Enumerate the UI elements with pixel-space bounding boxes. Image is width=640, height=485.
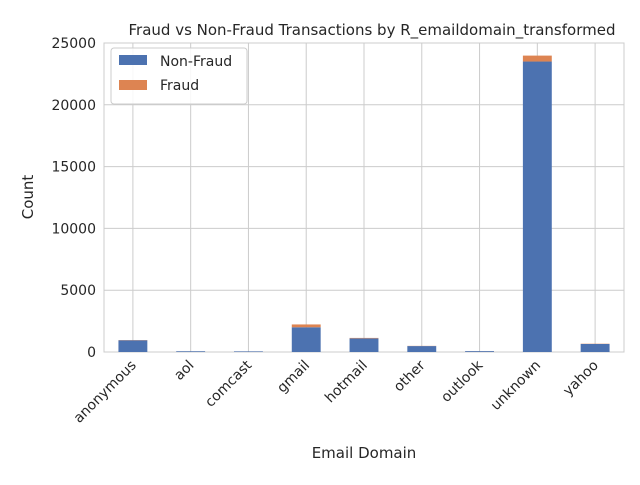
- y-tick-label: 0: [87, 345, 96, 361]
- x-axis-title: Email Domain: [312, 444, 417, 462]
- legend-swatch-non-fraud: [119, 55, 147, 65]
- bar-fraud-gmail: [292, 324, 321, 327]
- y-tick-label: 20000: [51, 98, 96, 114]
- legend-swatch-fraud: [119, 80, 147, 90]
- bar-non-fraud-outlook: [465, 351, 494, 352]
- y-tick-label: 5000: [60, 283, 96, 299]
- y-tick-label: 25000: [51, 36, 96, 52]
- bar-non-fraud-other: [407, 346, 436, 352]
- x-tick-label-comcast: comcast: [202, 357, 255, 410]
- y-tick-label: 10000: [51, 221, 96, 237]
- x-tick-label-hotmail: hotmail: [322, 358, 371, 407]
- legend-label-non-fraud: Non-Fraud: [160, 54, 232, 70]
- bar-non-fraud-yahoo: [581, 344, 610, 352]
- bar-non-fraud-unknown: [523, 62, 552, 352]
- y-tick-labels: 0 5000 10000 15000 20000 25000: [51, 36, 96, 361]
- x-tick-label-gmail: gmail: [274, 358, 313, 397]
- x-tick-label-outlook: outlook: [438, 357, 487, 406]
- y-tick-label: 15000: [51, 160, 96, 176]
- legend-label-fraud: Fraud: [160, 78, 199, 94]
- bar-non-fraud-anonymous: [118, 340, 147, 352]
- x-tick-label-aol: aol: [171, 358, 197, 384]
- x-tick-label-yahoo: yahoo: [560, 358, 602, 400]
- x-tick-label-other: other: [391, 357, 429, 395]
- bar-non-fraud-gmail: [292, 327, 321, 352]
- x-tick-label-anonymous: anonymous: [71, 358, 140, 427]
- bar-non-fraud-comcast: [234, 351, 263, 352]
- bar-non-fraud-aol: [176, 351, 205, 352]
- x-tick-label-unknown: unknown: [488, 358, 544, 414]
- bar-fraud-unknown: [523, 56, 552, 62]
- y-axis-title: Count: [19, 175, 37, 220]
- legend: Non-Fraud Fraud: [111, 48, 247, 104]
- bar-non-fraud-hotmail: [350, 338, 379, 352]
- chart-title: Fraud vs Non-Fraud Transactions by R_ema…: [129, 21, 616, 40]
